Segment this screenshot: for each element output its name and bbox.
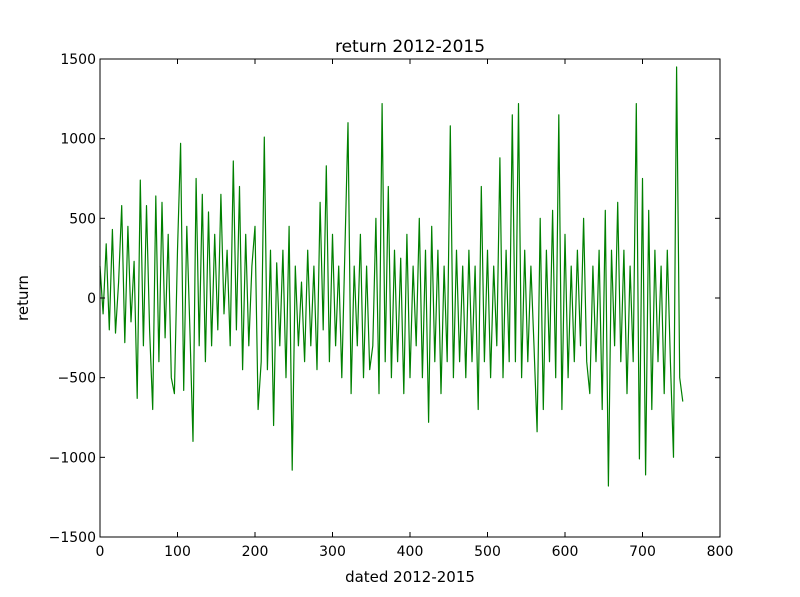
x-tick-label: 500 bbox=[474, 544, 501, 560]
x-tick-label: 100 bbox=[164, 544, 191, 560]
y-tick-label: 500 bbox=[69, 211, 96, 227]
chart-title: return 2012-2015 bbox=[335, 37, 485, 57]
x-tick-label: 400 bbox=[397, 544, 424, 560]
plot-area bbox=[100, 59, 720, 537]
y-tick-label: −1500 bbox=[49, 530, 96, 546]
x-tick-label: 0 bbox=[96, 544, 105, 560]
y-axis-label: return bbox=[14, 275, 32, 321]
y-tick-label: −1000 bbox=[49, 450, 96, 466]
y-tick-label: −500 bbox=[58, 371, 96, 387]
x-axis-label: dated 2012-2015 bbox=[345, 568, 475, 586]
x-tick-label: 600 bbox=[552, 544, 579, 560]
x-tick-label: 200 bbox=[242, 544, 269, 560]
x-tick-label: 700 bbox=[629, 544, 656, 560]
y-tick-label: 1000 bbox=[60, 132, 96, 148]
series-line-return bbox=[99, 66, 684, 487]
x-tick-label: 800 bbox=[707, 544, 734, 560]
x-tick-label: 300 bbox=[319, 544, 346, 560]
y-tick-label: 0 bbox=[87, 291, 96, 307]
y-tick-label: 1500 bbox=[60, 52, 96, 68]
x-axis: 0 100 200 300 400 500 600 700 800 bbox=[96, 59, 734, 560]
y-axis: −1500 −1000 −500 0 500 1000 1500 bbox=[49, 52, 720, 546]
